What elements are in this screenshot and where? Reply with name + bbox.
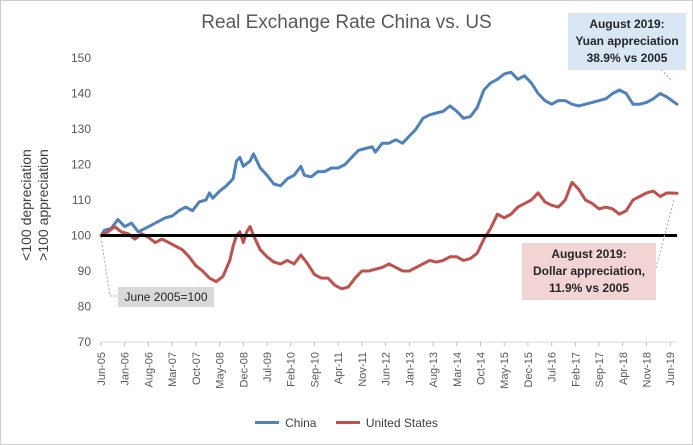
x-tick-label: Feb-10 <box>286 352 298 387</box>
legend-label-us: United States <box>365 415 438 430</box>
x-tick-label: Jun-05 <box>96 352 108 386</box>
x-tick-label: Jul-09 <box>262 352 274 382</box>
china-annotation-box: August 2019: Yuan appreciation 38.9% vs … <box>568 13 686 70</box>
legend: China United States <box>0 413 693 430</box>
y-tick-label: 90 <box>78 264 92 278</box>
y-tick-label: 110 <box>72 193 91 207</box>
x-tick-label: May-08 <box>215 352 227 389</box>
y-tick-label: 120 <box>71 158 91 172</box>
baseline-annotation-box: June 2005=100 <box>118 287 214 307</box>
x-tick-label: Jan-13 <box>404 352 416 386</box>
x-tick-label: Oct-07 <box>191 352 203 385</box>
y-tick-label: 80 <box>78 300 92 314</box>
x-tick-label: Nov-18 <box>642 352 654 387</box>
china-annotation-line-3: 38.9% vs 2005 <box>586 51 668 65</box>
china-annotation-line-2: Yuan appreciation <box>575 34 679 48</box>
chart-title: Real Exchange Rate China vs. US <box>201 12 492 33</box>
y-tick-label: 150 <box>71 51 91 65</box>
y-tick-label: 70 <box>78 335 92 349</box>
x-tick-label: Feb-17 <box>570 352 582 387</box>
legend-swatch-china <box>255 421 280 424</box>
legend-item-china: China <box>255 416 316 430</box>
x-tick-label: Dec-15 <box>523 352 535 387</box>
us-annotation-line-3: 11.9% vs 2005 <box>548 281 630 295</box>
legend-item-us: United States <box>335 415 438 430</box>
x-tick-label: Oct-14 <box>475 352 487 385</box>
x-tick-label: Apr-11 <box>333 352 345 384</box>
x-tick-label: Dec-08 <box>238 352 250 387</box>
x-tick-label: Jun-19 <box>665 352 677 386</box>
us-annotation-line-2: Dollar appreciation, <box>532 264 646 278</box>
x-tick-label: Sep-10 <box>309 352 321 387</box>
y-tick-label: 100 <box>71 229 91 243</box>
us-series-line <box>99 180 679 291</box>
legend-label-china: China <box>285 415 317 430</box>
us-annotation-box: August 2019: Dollar appreciation, 11.9% … <box>522 243 656 300</box>
us-annotation-line-1: August 2019: <box>551 247 627 261</box>
china-series-line <box>99 70 679 237</box>
x-tick-label: Apr-18 <box>618 352 630 385</box>
x-tick-label: Jul-16 <box>547 352 559 382</box>
x-tick-label: Nov-11 <box>357 352 369 387</box>
x-tick-label: Mar-14 <box>452 352 464 387</box>
china-annotation-line-1: August 2019: <box>589 17 665 31</box>
baseline-annotation-leader <box>100 236 118 297</box>
x-tick-label: May-15 <box>499 352 511 389</box>
legend-swatch-us <box>335 421 360 424</box>
x-tick-label: Mar-07 <box>167 352 179 387</box>
x-tick-label: Aug-06 <box>143 352 155 387</box>
x-tick-label: Jan-06 <box>120 352 132 386</box>
x-tick-label: Sep-17 <box>594 352 606 387</box>
x-tick-label: Jun-12 <box>381 352 393 386</box>
y-tick-label: 130 <box>71 122 91 136</box>
x-tick-label: Aug-13 <box>428 352 440 387</box>
y-tick-label: 140 <box>71 87 91 101</box>
